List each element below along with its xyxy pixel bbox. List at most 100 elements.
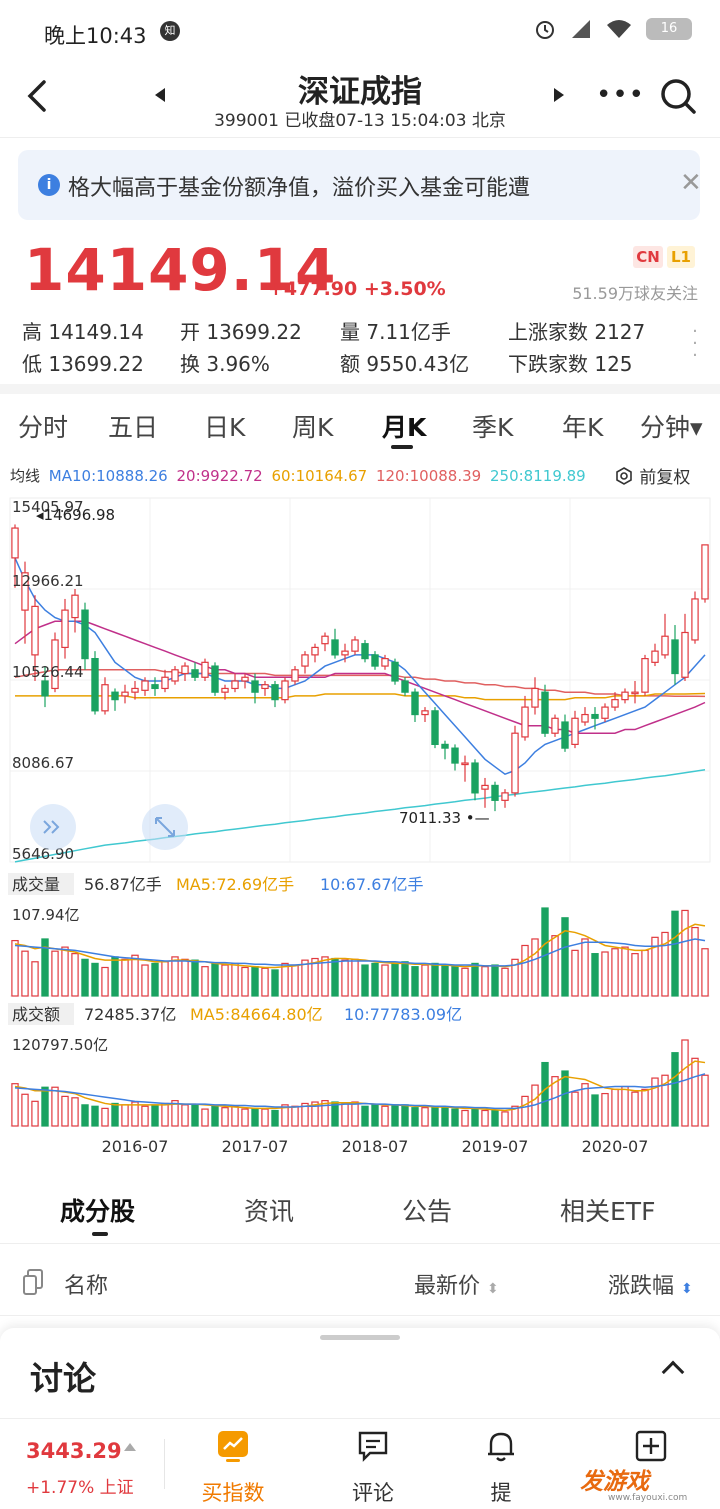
amount-bar — [221, 1107, 229, 1127]
kline-chart[interactable]: 15405.97 12966.21 10526.44 8086.67 5646.90 ◂1… — [0, 490, 720, 1160]
price-change: +477.90 +3.50% — [268, 278, 446, 300]
candle-body — [671, 639, 679, 675]
column-latest-price[interactable]: 最新价 ⬍ — [414, 1268, 499, 1300]
tab-yearly-k[interactable]: 年K — [562, 413, 604, 442]
chevron-up-icon[interactable] — [661, 1360, 685, 1384]
next-index-icon[interactable] — [554, 88, 564, 102]
index-value[interactable]: 3443.29 — [26, 1439, 122, 1463]
tab-minute[interactable]: 分钟▾ — [640, 413, 703, 442]
volume-bar — [121, 958, 129, 997]
amount-bar — [641, 1088, 649, 1127]
search-icon[interactable] — [658, 76, 698, 116]
volume-bar — [221, 964, 229, 997]
candle-body — [171, 669, 179, 682]
amount-bar — [191, 1104, 199, 1127]
tab-weekly-k[interactable]: 周K — [292, 413, 334, 442]
amount-bar — [381, 1105, 389, 1127]
candle-body — [531, 687, 539, 708]
column-latest-price-label: 最新价 — [414, 1274, 481, 1299]
candle-body — [211, 665, 219, 693]
tab-quarterly-k[interactable]: 季K — [472, 413, 514, 442]
alarm-icon — [536, 21, 554, 39]
volume-bar — [551, 935, 559, 997]
volume-bar — [311, 957, 319, 997]
volume-bar — [131, 954, 139, 997]
volume-bar — [201, 966, 209, 997]
amount-bar — [51, 1086, 59, 1127]
tab-announcements[interactable]: 公告 — [402, 1197, 453, 1226]
drag-handle[interactable] — [320, 1335, 400, 1340]
volume-bar — [361, 964, 369, 997]
add-watchlist-button[interactable] — [606, 1429, 696, 1467]
amount-bar — [411, 1107, 419, 1127]
expand-chart-button[interactable] — [30, 804, 76, 850]
volume-bar — [511, 958, 519, 997]
wifi-icon — [607, 20, 631, 38]
chart-period-tabs: 分时 五日 日K 周K 月K 季K 年K 分钟▾ — [0, 398, 720, 456]
ma120-line — [14, 669, 706, 698]
alert-button[interactable]: 提 — [456, 1429, 546, 1507]
volume-ma10: 10:67.67亿手 — [320, 875, 424, 894]
amount-bar — [261, 1108, 269, 1127]
close-icon[interactable]: ✕ — [680, 168, 702, 198]
amount-bar — [71, 1097, 79, 1127]
triangle-up-icon — [124, 1443, 136, 1451]
tab-constituents[interactable]: 成分股 — [60, 1197, 136, 1226]
ma-legend-label: 均线 — [10, 467, 41, 485]
volume-bar — [531, 938, 539, 997]
watermark-url: www.fayouxi.com — [608, 1493, 688, 1503]
candle-body — [181, 665, 189, 675]
amount-bar — [321, 1100, 329, 1127]
price-adjust-toggle[interactable]: 前复权 — [614, 463, 690, 488]
amount-bar — [421, 1107, 429, 1127]
candle-body — [321, 635, 329, 645]
tab-monthly-k[interactable]: 月K — [382, 413, 427, 442]
section-divider — [0, 384, 720, 394]
settings-icon — [616, 467, 632, 485]
candle-body — [261, 684, 269, 690]
amount-bar — [291, 1105, 299, 1127]
volume-bar — [421, 964, 429, 997]
amount-bar — [611, 1088, 619, 1127]
amount-bar — [241, 1108, 249, 1127]
fullscreen-button[interactable] — [142, 804, 188, 850]
tab-five-day[interactable]: 五日 — [108, 413, 159, 442]
volume-bar — [281, 962, 289, 997]
double-chevron-right-icon — [43, 820, 60, 834]
copy-icon[interactable] — [22, 1268, 46, 1296]
amount-bar — [701, 1074, 709, 1127]
more-stats-icon[interactable]: · · · — [692, 321, 698, 366]
amount-bar — [651, 1077, 659, 1127]
candle-body — [641, 658, 649, 693]
amount-bar — [91, 1105, 99, 1127]
column-change[interactable]: 涨跌幅 ⬍ — [608, 1268, 693, 1300]
amount-bar — [631, 1091, 639, 1127]
volume-bar — [181, 958, 189, 997]
tab-news[interactable]: 资讯 — [244, 1197, 295, 1226]
buy-index-button[interactable]: 买指数 — [188, 1429, 278, 1507]
discussion-title: 讨论 — [30, 1359, 96, 1398]
candle-body — [601, 706, 609, 719]
amount-bar — [301, 1102, 309, 1127]
amount-bar — [171, 1100, 179, 1127]
volume-bar — [161, 961, 169, 997]
amount-current: 72485.37亿 — [84, 1005, 176, 1024]
amount-ma10: 10:77783.09亿 — [344, 1005, 462, 1024]
volume-ma5-line — [14, 923, 706, 969]
tab-related-etf[interactable]: 相关ETF — [560, 1197, 656, 1226]
notice-banner[interactable]: i 格大幅高于基金份额净值，溢价买入基金可能遭 ✕ — [18, 150, 702, 220]
amount-bar — [461, 1109, 469, 1127]
tab-intraday[interactable]: 分时 — [18, 413, 69, 442]
back-icon[interactable] — [22, 76, 52, 116]
stat-open: 开 13699.22 — [180, 320, 302, 344]
discussion-sheet[interactable]: 讨论 — [0, 1328, 720, 1418]
amount-bar — [601, 1092, 609, 1127]
more-icon[interactable]: ••• — [596, 80, 646, 110]
tab-daily-k[interactable]: 日K — [204, 413, 246, 442]
comment-button[interactable]: 评论 — [328, 1429, 418, 1507]
volume-bar — [111, 956, 119, 997]
candle-body — [491, 784, 499, 801]
prev-index-icon[interactable] — [155, 88, 165, 102]
level-badge-l1[interactable]: L1 — [667, 246, 695, 268]
page-subtitle: 399001 已收盘07-13 15:04:03 北京 — [214, 111, 506, 131]
